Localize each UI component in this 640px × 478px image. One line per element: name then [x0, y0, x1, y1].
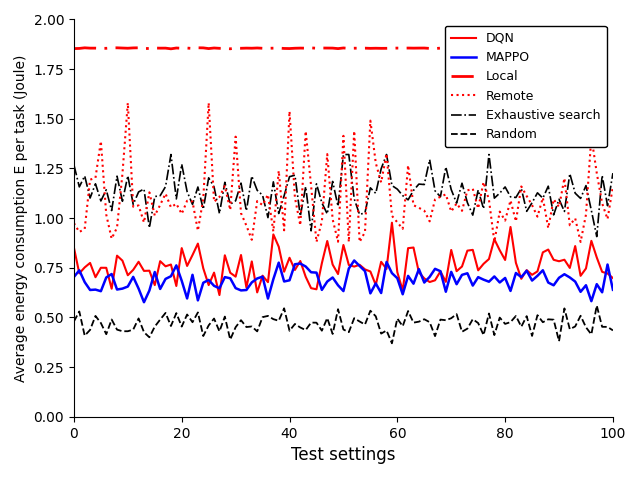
- MAPPO: [210, 283, 218, 289]
- Line: Random: Random: [74, 305, 613, 343]
- DQN: [609, 275, 617, 281]
- Line: Local: Local: [74, 48, 613, 49]
- Random: [388, 340, 396, 346]
- Remote: [609, 184, 617, 189]
- DQN: [485, 256, 493, 262]
- Remote: [124, 100, 132, 106]
- Exhaustive search: [593, 234, 600, 239]
- Line: Exhaustive search: Exhaustive search: [74, 154, 613, 237]
- Local: [458, 46, 466, 52]
- Remote: [312, 239, 320, 245]
- Random: [609, 327, 617, 333]
- Remote: [404, 163, 412, 168]
- Random: [318, 328, 326, 334]
- Exhaustive search: [480, 206, 488, 212]
- Random: [593, 303, 600, 308]
- MAPPO: [108, 271, 115, 277]
- Random: [452, 311, 460, 317]
- Local: [108, 45, 115, 51]
- Exhaustive search: [108, 208, 115, 214]
- Line: Remote: Remote: [74, 103, 613, 242]
- DQN: [205, 282, 212, 288]
- DQN: [458, 264, 466, 270]
- DQN: [216, 292, 223, 298]
- MAPPO: [609, 287, 617, 293]
- Remote: [485, 197, 493, 203]
- Local: [485, 45, 493, 51]
- Remote: [329, 217, 337, 222]
- DQN: [323, 238, 331, 244]
- Local: [216, 45, 223, 51]
- Remote: [70, 220, 77, 226]
- MAPPO: [404, 273, 412, 279]
- Local: [70, 46, 77, 52]
- Remote: [210, 199, 218, 205]
- Exhaustive search: [452, 200, 460, 206]
- Local: [167, 46, 175, 52]
- DQN: [404, 245, 412, 251]
- MAPPO: [350, 258, 358, 263]
- MAPPO: [140, 299, 148, 305]
- DQN: [70, 245, 77, 250]
- Random: [399, 323, 406, 329]
- Line: MAPPO: MAPPO: [74, 261, 613, 302]
- Random: [108, 316, 115, 322]
- X-axis label: Test settings: Test settings: [291, 446, 396, 464]
- MAPPO: [70, 274, 77, 280]
- DQN: [388, 220, 396, 226]
- Exhaustive search: [609, 170, 617, 176]
- Local: [404, 45, 412, 51]
- Exhaustive search: [167, 152, 175, 157]
- Exhaustive search: [70, 162, 77, 168]
- Exhaustive search: [399, 193, 406, 198]
- Random: [70, 318, 77, 324]
- MAPPO: [458, 272, 466, 278]
- Y-axis label: Average energy consumption E per task (Joule): Average energy consumption E per task (J…: [14, 54, 28, 382]
- DQN: [108, 286, 115, 292]
- MAPPO: [323, 279, 331, 284]
- Local: [329, 45, 337, 51]
- Local: [609, 45, 617, 51]
- Exhaustive search: [323, 211, 331, 217]
- Exhaustive search: [210, 184, 218, 190]
- Random: [480, 332, 488, 338]
- Legend: DQN, MAPPO, Local, Remote, Exhaustive search, Random: DQN, MAPPO, Local, Remote, Exhaustive se…: [445, 26, 607, 147]
- Remote: [108, 236, 115, 241]
- Local: [194, 45, 202, 51]
- Random: [205, 323, 212, 328]
- Remote: [458, 208, 466, 214]
- Line: DQN: DQN: [74, 223, 613, 295]
- MAPPO: [485, 279, 493, 284]
